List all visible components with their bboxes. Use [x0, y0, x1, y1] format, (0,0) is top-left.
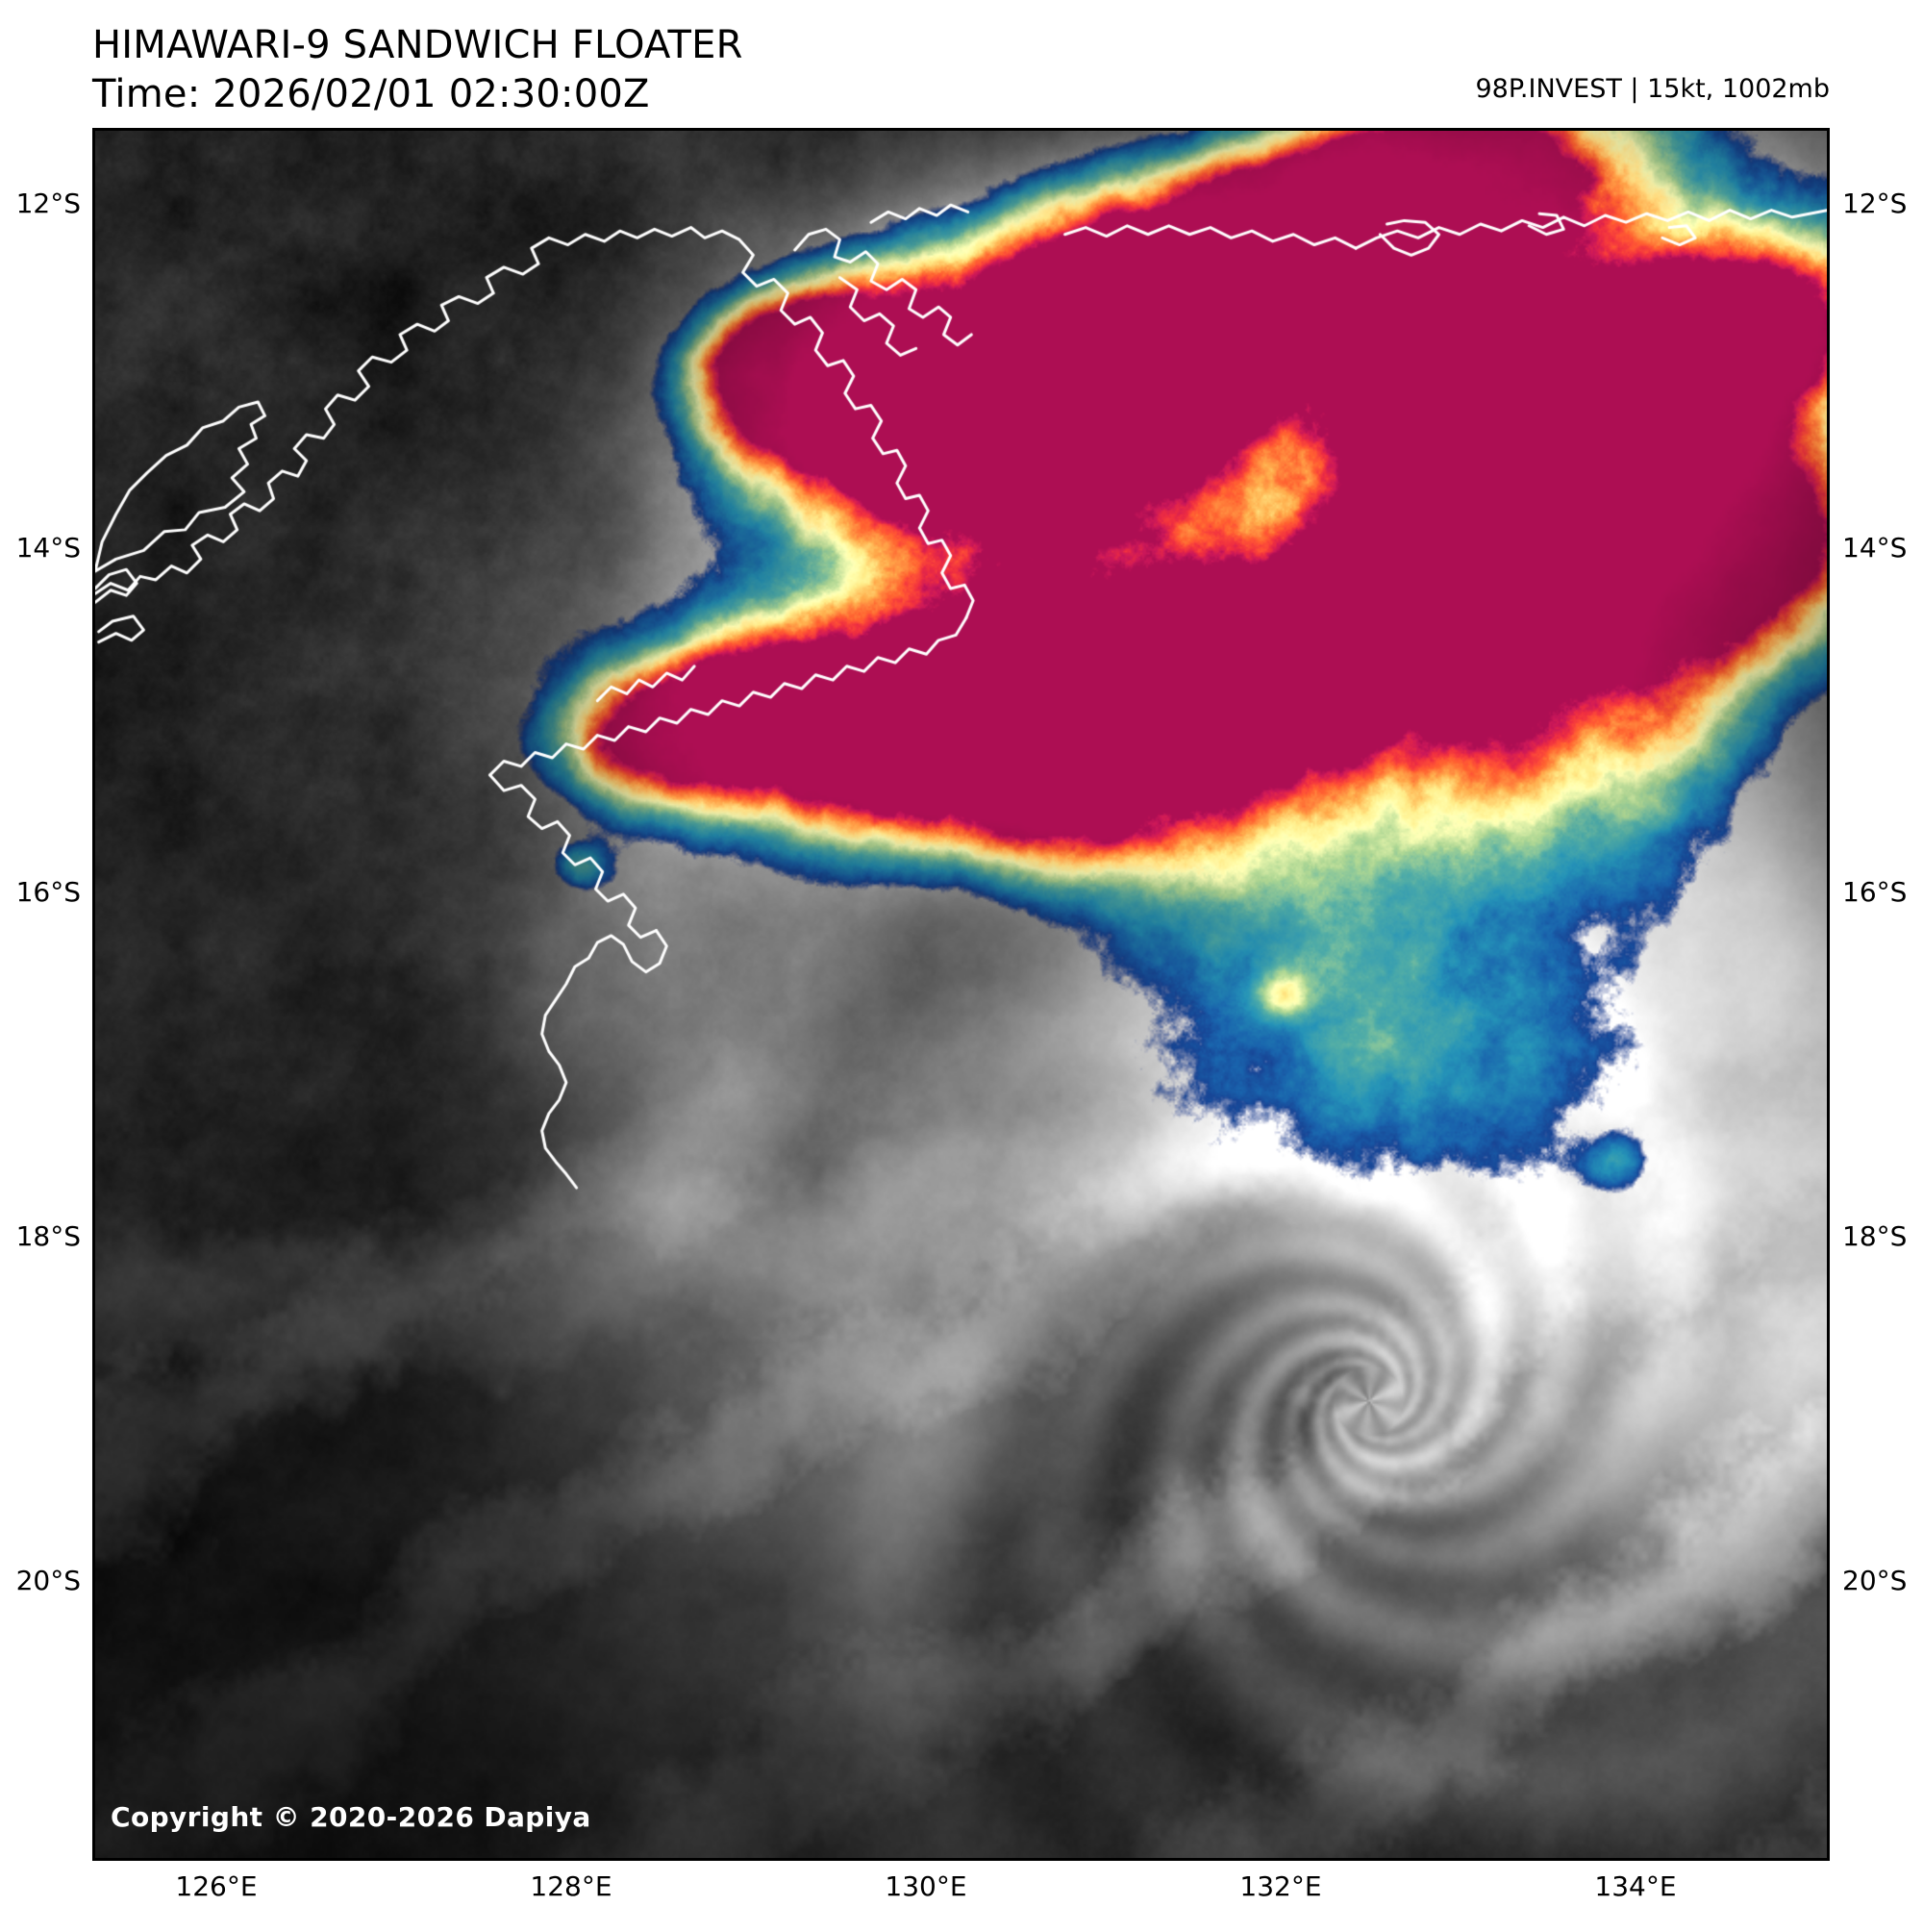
lat-label-right-12s: 12°S	[1842, 188, 1908, 219]
coastline-overlay	[95, 131, 1827, 1858]
lat-label-right-20s: 20°S	[1842, 1565, 1908, 1596]
lat-label-left-18s: 18°S	[15, 1220, 81, 1252]
storm-status-label: 98P.INVEST | 15kt, 1002mb	[1475, 74, 1831, 104]
lon-label-126e: 126°E	[175, 1870, 258, 1902]
lat-label-right-14s: 14°S	[1842, 532, 1908, 564]
title-block: HIMAWARI-9 SANDWICH FLOATER Time: 2026/0…	[92, 21, 743, 119]
lat-label-left-14s: 14°S	[15, 532, 81, 564]
lat-label-left-20s: 20°S	[15, 1565, 81, 1596]
lon-label-130e: 130°E	[885, 1870, 967, 1902]
lon-label-134e: 134°E	[1594, 1870, 1677, 1902]
lon-label-132e: 132°E	[1239, 1870, 1322, 1902]
lat-label-left-16s: 16°S	[15, 876, 81, 908]
timestamp-label: Time: 2026/02/01 02:30:00Z	[92, 72, 650, 116]
page-title: HIMAWARI-9 SANDWICH FLOATER	[92, 23, 743, 67]
lat-label-left-12s: 12°S	[15, 188, 81, 219]
copyright-label: Copyright © 2020-2026 Dapiya	[111, 1801, 591, 1833]
lat-label-right-16s: 16°S	[1842, 876, 1908, 908]
satellite-image-plot[interactable]: Copyright © 2020-2026 Dapiya	[92, 128, 1830, 1861]
lat-label-right-18s: 18°S	[1842, 1220, 1908, 1252]
header: HIMAWARI-9 SANDWICH FLOATER Time: 2026/0…	[0, 0, 1923, 128]
lon-label-128e: 128°E	[530, 1870, 612, 1902]
